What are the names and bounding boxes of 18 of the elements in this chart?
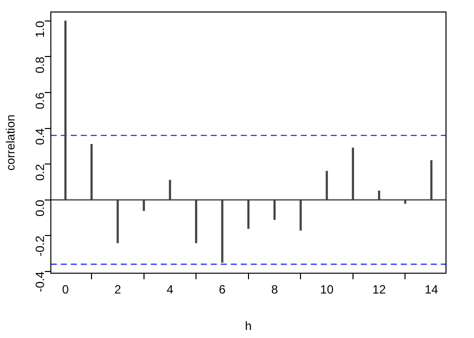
y-tick-label: 1.0 <box>33 20 48 38</box>
x-tick-label: 0 <box>62 282 70 297</box>
y-tick-label: 0.2 <box>33 164 48 181</box>
x-axis-title: h <box>245 319 252 334</box>
x-tick-label: 12 <box>372 282 386 297</box>
y-tick-label: 0.4 <box>33 128 48 145</box>
y-tick-label: 0.8 <box>33 56 48 74</box>
x-tick-label: 14 <box>424 282 438 297</box>
x-tick-label: 2 <box>114 282 122 297</box>
x-tick-label: 6 <box>218 282 226 297</box>
y-tick-label: -0.4 <box>33 271 48 292</box>
x-tick-label: 4 <box>166 282 174 297</box>
y-tick-label: -0.2 <box>33 235 48 256</box>
y-axis-title: correlation <box>4 114 18 171</box>
x-tick-label: 10 <box>320 282 334 297</box>
y-tick-label: 0.6 <box>33 92 48 110</box>
x-tick-label: 8 <box>271 282 278 297</box>
y-tick-label: 0.0 <box>33 200 48 217</box>
